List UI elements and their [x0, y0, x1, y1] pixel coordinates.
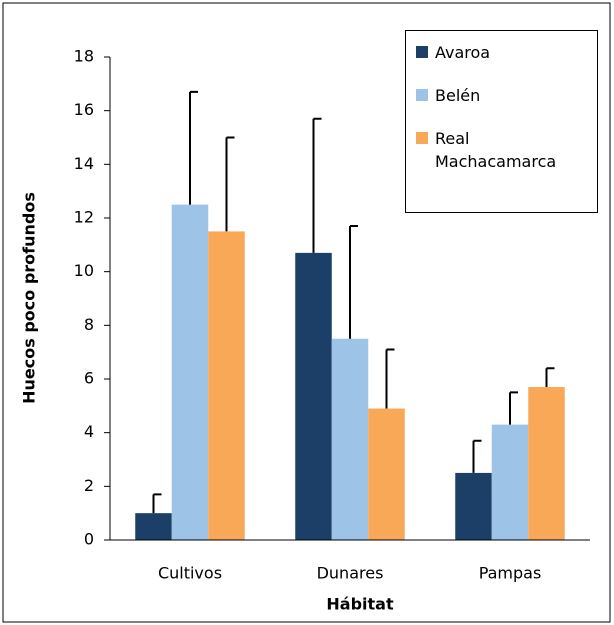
legend-entry: Belén: [414, 84, 589, 107]
x-tick-label: Dunares: [317, 564, 384, 583]
x-tick-label: Pampas: [479, 564, 542, 583]
y-tick-label: 12: [74, 208, 94, 227]
bar: [368, 408, 405, 540]
bar: [135, 513, 172, 540]
legend-label: Belén: [435, 86, 481, 105]
legend-swatch: [416, 89, 428, 101]
legend-entry: Avaroa: [414, 41, 589, 64]
y-tick-label: 8: [84, 315, 94, 334]
legend-swatch: [416, 132, 428, 144]
y-tick-label: 0: [84, 530, 94, 549]
bar: [528, 387, 565, 540]
legend: Avaroa Belén Real Machacamarca: [405, 30, 598, 213]
bar: [295, 252, 332, 540]
bar: [171, 204, 209, 541]
bar: [208, 231, 245, 540]
error-bar: [545, 367, 555, 388]
bar: [491, 424, 529, 540]
bar: [455, 472, 492, 540]
y-tick-label: 6: [84, 369, 94, 388]
y-tick-label: 16: [74, 100, 94, 119]
error-bar: [225, 136, 235, 232]
y-tick-label: 14: [74, 154, 94, 173]
legend-swatch: [416, 46, 428, 58]
y-tick-label: 10: [74, 261, 94, 280]
legend-label: Avaroa: [435, 43, 491, 62]
y-tick-label: 18: [74, 47, 94, 66]
y-tick-label: 2: [84, 476, 94, 495]
x-axis-label: Hábitat: [326, 595, 394, 614]
y-axis-label: Huecos poco profundos: [20, 192, 39, 404]
error-bar: [189, 90, 198, 205]
error-bar: [509, 391, 518, 425]
legend-entry: Real Machacamarca: [414, 127, 589, 173]
error-bar: [472, 439, 482, 473]
x-tick-label: Cultivos: [158, 564, 222, 583]
bar: [331, 338, 369, 540]
legend-label: Real Machacamarca: [435, 129, 557, 171]
y-tick-label: 4: [84, 422, 94, 441]
error-bar: [312, 117, 322, 253]
error-bar: [349, 225, 358, 339]
error-bar: [385, 348, 395, 409]
error-bar: [152, 493, 162, 514]
